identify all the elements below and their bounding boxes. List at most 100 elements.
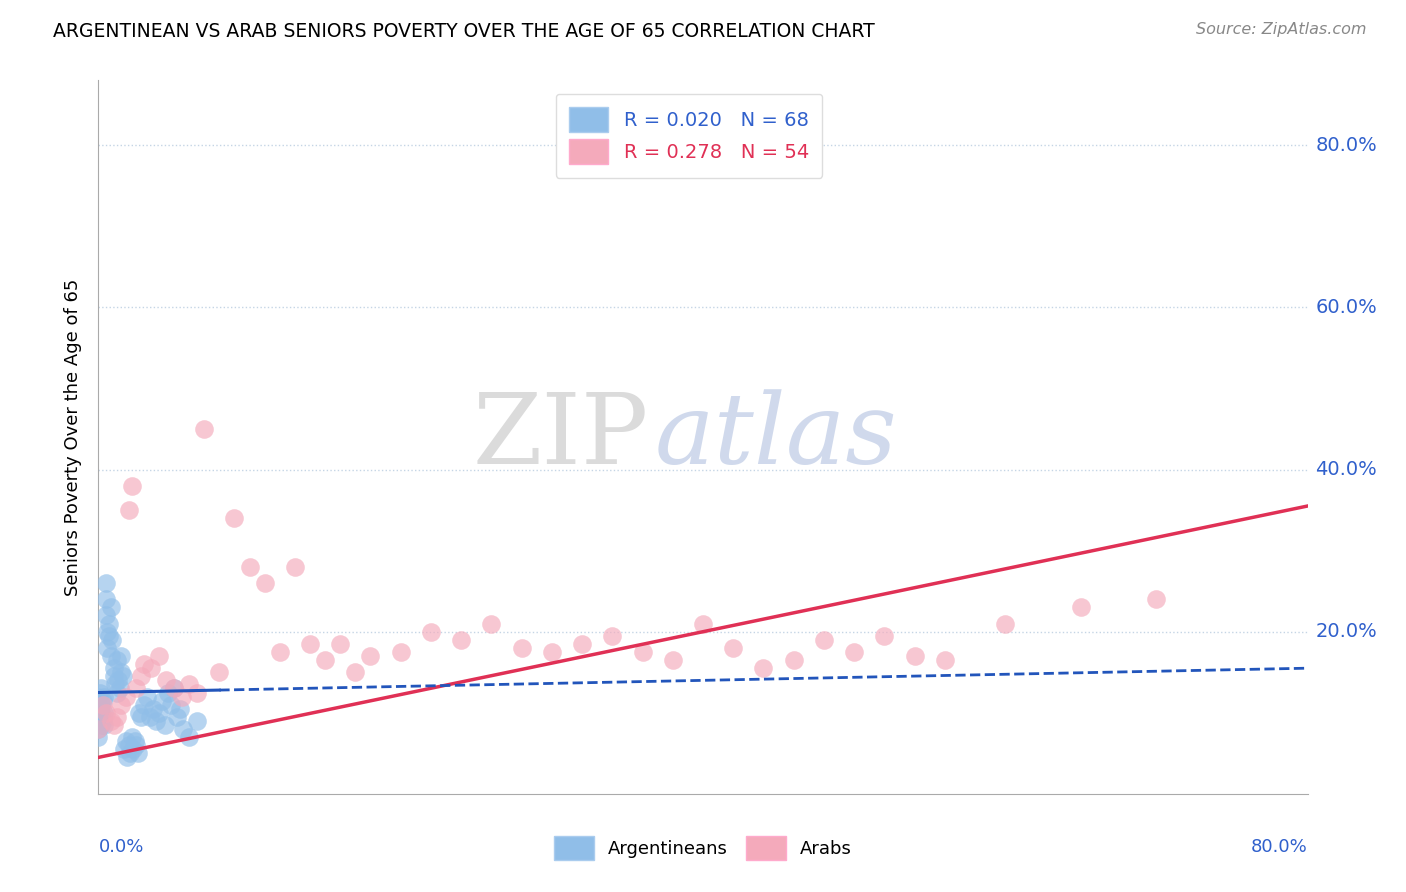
- Point: [253, 576, 276, 591]
- Text: 40.0%: 40.0%: [1315, 460, 1376, 479]
- Point: [103, 718, 125, 732]
- Point: [124, 734, 146, 748]
- Point: [163, 681, 186, 696]
- Point: [87, 722, 110, 736]
- Text: 80.0%: 80.0%: [1315, 136, 1376, 154]
- Point: [90, 718, 112, 732]
- Point: [100, 714, 122, 728]
- Legend: Argentineans, Arabs: Argentineans, Arabs: [547, 830, 859, 867]
- Point: [344, 665, 367, 680]
- Point: [103, 661, 125, 675]
- Point: [90, 681, 112, 696]
- Point: [121, 730, 143, 744]
- Point: [110, 698, 132, 712]
- Point: [844, 645, 866, 659]
- Point: [1070, 600, 1092, 615]
- Point: [87, 690, 110, 704]
- Point: [239, 559, 262, 574]
- Point: [783, 653, 806, 667]
- Point: [96, 640, 118, 655]
- Point: [94, 706, 117, 720]
- Point: [87, 714, 110, 728]
- Point: [284, 559, 307, 574]
- Point: [105, 710, 128, 724]
- Point: [111, 669, 134, 683]
- Point: [155, 673, 177, 688]
- Point: [96, 624, 118, 639]
- Point: [163, 681, 186, 696]
- Point: [135, 690, 157, 704]
- Point: [87, 706, 110, 720]
- Point: [114, 734, 136, 748]
- Point: [540, 645, 562, 659]
- Point: [110, 665, 132, 680]
- Point: [94, 608, 117, 623]
- Point: [110, 648, 132, 663]
- Point: [481, 616, 503, 631]
- Point: [91, 714, 114, 728]
- Point: [118, 738, 141, 752]
- Text: Source: ZipAtlas.com: Source: ZipAtlas.com: [1197, 22, 1367, 37]
- Point: [89, 710, 111, 724]
- Point: [172, 722, 194, 736]
- Point: [98, 616, 121, 631]
- Point: [360, 648, 382, 663]
- Text: 80.0%: 80.0%: [1251, 838, 1308, 856]
- Point: [166, 710, 188, 724]
- Point: [94, 576, 117, 591]
- Point: [148, 706, 170, 720]
- Point: [118, 503, 141, 517]
- Point: [329, 637, 352, 651]
- Point: [107, 673, 129, 688]
- Point: [692, 616, 714, 631]
- Point: [125, 738, 148, 752]
- Point: [87, 730, 110, 744]
- Point: [122, 742, 145, 756]
- Text: 60.0%: 60.0%: [1315, 298, 1376, 317]
- Point: [314, 653, 336, 667]
- Point: [904, 648, 927, 663]
- Point: [91, 693, 114, 707]
- Point: [91, 710, 114, 724]
- Point: [145, 714, 167, 728]
- Point: [91, 698, 114, 712]
- Point: [115, 750, 138, 764]
- Text: ARGENTINEAN VS ARAB SENIORS POVERTY OVER THE AGE OF 65 CORRELATION CHART: ARGENTINEAN VS ARAB SENIORS POVERTY OVER…: [53, 22, 875, 41]
- Point: [132, 698, 155, 712]
- Point: [100, 648, 122, 663]
- Point: [813, 632, 835, 647]
- Point: [169, 702, 191, 716]
- Point: [89, 693, 111, 707]
- Point: [179, 730, 201, 744]
- Point: [87, 698, 110, 712]
- Point: [89, 685, 111, 699]
- Y-axis label: Seniors Poverty Over the Age of 65: Seniors Poverty Over the Age of 65: [63, 278, 82, 596]
- Point: [389, 645, 412, 659]
- Point: [150, 693, 173, 707]
- Point: [93, 706, 115, 720]
- Point: [1144, 592, 1167, 607]
- Point: [160, 698, 183, 712]
- Point: [571, 637, 593, 651]
- Point: [723, 640, 745, 655]
- Text: 0.0%: 0.0%: [98, 838, 143, 856]
- Point: [186, 714, 208, 728]
- Point: [299, 637, 322, 651]
- Point: [132, 657, 155, 672]
- Point: [156, 685, 179, 699]
- Point: [105, 685, 128, 699]
- Point: [128, 706, 150, 720]
- Point: [121, 479, 143, 493]
- Point: [631, 645, 654, 659]
- Point: [114, 690, 136, 704]
- Point: [90, 698, 112, 712]
- Point: [100, 600, 122, 615]
- Point: [170, 690, 193, 704]
- Point: [125, 681, 148, 696]
- Point: [153, 718, 176, 732]
- Point: [208, 665, 231, 680]
- Point: [103, 669, 125, 683]
- Point: [420, 624, 443, 639]
- Point: [510, 640, 533, 655]
- Point: [602, 629, 624, 643]
